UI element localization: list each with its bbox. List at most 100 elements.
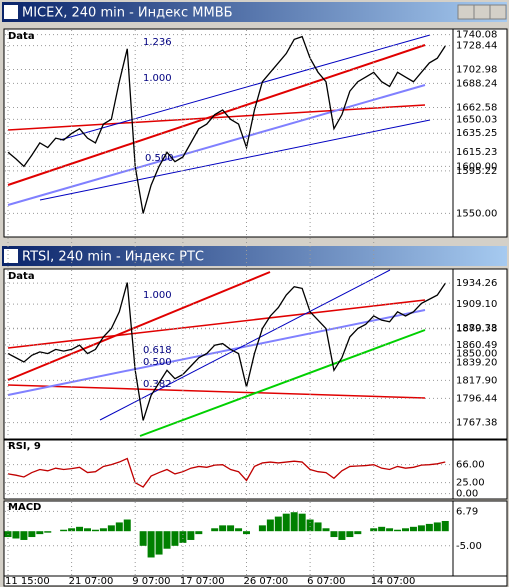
bar xyxy=(147,531,155,558)
panel-label: Data xyxy=(8,271,35,282)
bar xyxy=(266,519,274,532)
bar xyxy=(402,528,409,532)
bar xyxy=(298,513,306,532)
bar xyxy=(115,522,123,532)
window-title: MICEX, 240 min - Индекс ММВБ xyxy=(22,6,233,21)
bar xyxy=(76,526,84,532)
bar xyxy=(139,531,147,546)
bar xyxy=(123,519,131,532)
bar xyxy=(68,528,76,532)
bar xyxy=(417,525,425,532)
y-tick-label: 1880.33 xyxy=(456,323,497,334)
bar xyxy=(441,520,449,532)
bar xyxy=(370,528,378,532)
bar xyxy=(84,528,91,532)
bar xyxy=(274,516,282,532)
title-bar xyxy=(2,2,507,22)
window-icon xyxy=(4,5,18,19)
panel-title: RSI, 9 xyxy=(8,441,41,452)
bar xyxy=(409,526,417,532)
bar xyxy=(306,519,314,532)
bar xyxy=(338,531,346,540)
bar xyxy=(290,512,298,532)
bar xyxy=(20,531,28,540)
plot-area xyxy=(3,28,454,238)
bar xyxy=(425,523,433,532)
y-tick-label: 1688.24 xyxy=(456,78,497,89)
bar xyxy=(322,528,330,532)
bar xyxy=(195,531,203,535)
y-tick-label: 1796.44 xyxy=(456,393,497,404)
bar xyxy=(28,531,36,538)
y-tick-label: 1662.58 xyxy=(456,103,497,114)
close-button[interactable] xyxy=(489,4,507,20)
y-tick-label: 1817.90 xyxy=(456,375,497,386)
fib-label: 0.500 xyxy=(145,153,174,164)
y-tick-label: 6.79 xyxy=(456,506,478,517)
y-tick-label: 1740.08 xyxy=(456,30,497,41)
bar xyxy=(243,531,250,535)
bar xyxy=(219,525,227,532)
y-tick-label: -5.00 xyxy=(456,541,482,552)
rsi-axis xyxy=(452,439,508,500)
y-tick-label: 1767.38 xyxy=(456,418,497,429)
bar xyxy=(107,525,115,532)
price-axis xyxy=(452,28,508,238)
fib-label: 1.000 xyxy=(143,73,172,84)
time-axis xyxy=(3,575,508,587)
bar xyxy=(258,525,266,532)
price-line xyxy=(7,457,446,488)
fib-label: 0.500 xyxy=(143,357,172,368)
y-tick-label: 1600.00 xyxy=(456,161,497,172)
bar xyxy=(330,531,338,538)
y-tick-label: 1635.25 xyxy=(456,128,497,139)
x-tick-label: 6 07:00 xyxy=(307,576,345,587)
bar xyxy=(386,528,394,532)
fib-label: 0.618 xyxy=(143,345,172,356)
fib-label: 1.236 xyxy=(143,37,172,48)
price-line xyxy=(7,282,446,421)
bar xyxy=(211,528,219,532)
y-tick-label: 1595.22 xyxy=(456,166,497,177)
window-icon xyxy=(4,249,18,263)
y-tick-label: 1909.10 xyxy=(456,299,497,310)
y-tick-label: 25.00 xyxy=(456,478,485,489)
title-bar xyxy=(2,246,507,266)
y-tick-label: 1650.03 xyxy=(456,114,497,125)
panel-title: MACD xyxy=(8,502,41,513)
x-tick-label: 11 15:00 xyxy=(5,576,50,587)
y-tick-label: 1702.98 xyxy=(456,65,497,76)
y-tick-label: 1850.00 xyxy=(456,349,497,360)
bar xyxy=(187,531,195,540)
fib-label: 1.000 xyxy=(143,290,172,301)
rsi-area xyxy=(3,439,454,500)
x-tick-label: 9 07:00 xyxy=(132,576,170,587)
bar xyxy=(44,531,52,533)
price-axis xyxy=(452,268,508,440)
bar xyxy=(163,531,171,549)
y-tick-label: 1879.78 xyxy=(456,324,497,335)
y-tick-label: 66.00 xyxy=(456,460,485,471)
trend-lines xyxy=(7,34,431,437)
y-tick-label: 1728.44 xyxy=(456,41,497,52)
bar xyxy=(354,531,362,535)
bar xyxy=(171,531,179,546)
y-tick-label: 1860.49 xyxy=(456,340,497,351)
bar xyxy=(378,526,386,532)
x-tick-label: 21 07:00 xyxy=(69,576,114,587)
bar xyxy=(60,529,68,532)
x-tick-label: 26 07:00 xyxy=(244,576,289,587)
bar xyxy=(346,531,354,538)
y-tick-label: 1934.26 xyxy=(456,278,497,289)
bar xyxy=(227,525,235,532)
minimize-button[interactable] xyxy=(457,4,475,20)
window-title: RTSI, 240 min - Индекс РТС xyxy=(22,250,204,265)
bar xyxy=(433,522,441,532)
bar xyxy=(99,528,107,532)
bar xyxy=(91,529,99,532)
bar xyxy=(282,513,290,532)
panel-label: Data xyxy=(8,31,35,42)
window-buttons[interactable] xyxy=(457,4,507,20)
maximize-button[interactable] xyxy=(473,4,491,20)
